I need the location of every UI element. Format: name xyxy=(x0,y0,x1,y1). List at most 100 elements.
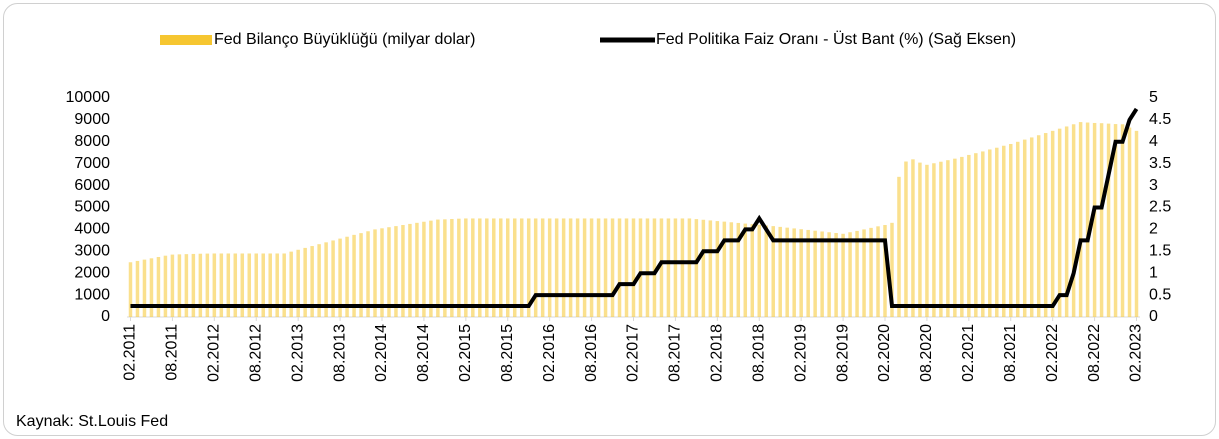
y2-tick-label: 3 xyxy=(1149,177,1158,194)
bar xyxy=(778,226,782,317)
bar xyxy=(163,255,168,317)
y2-tick-label: 4.5 xyxy=(1149,111,1171,128)
bar xyxy=(1022,139,1027,317)
legend-swatch xyxy=(160,35,212,45)
bar xyxy=(1050,130,1055,317)
bar xyxy=(352,234,356,317)
bar xyxy=(561,218,566,317)
bar xyxy=(247,253,252,317)
bar xyxy=(946,160,950,317)
bar xyxy=(261,253,265,317)
bar xyxy=(589,218,594,317)
bar xyxy=(387,227,391,317)
x-tick-label: 08.2015 xyxy=(499,324,516,382)
y2-tick-label: 3.5 xyxy=(1149,155,1171,172)
bar xyxy=(876,226,880,317)
bar xyxy=(575,218,580,317)
bar xyxy=(1057,128,1062,317)
x-tick-label: 02.2018 xyxy=(709,324,726,382)
bar xyxy=(925,164,929,317)
y-tick-label: 0 xyxy=(101,308,110,325)
bar xyxy=(205,253,210,317)
x-tick-label: 02.2023 xyxy=(1128,324,1145,382)
bar xyxy=(296,249,300,317)
bar xyxy=(198,253,203,317)
x-tick-label: 02.2016 xyxy=(541,324,558,382)
bar xyxy=(443,219,447,317)
bar xyxy=(785,227,789,317)
bar xyxy=(995,147,999,317)
bar xyxy=(645,218,650,317)
bar xyxy=(512,218,517,317)
bar xyxy=(394,226,398,317)
bar xyxy=(806,229,810,317)
bar xyxy=(310,246,314,317)
x-tick-label: 08.2021 xyxy=(1002,324,1019,382)
bar xyxy=(226,253,231,317)
bar xyxy=(722,221,727,317)
bar xyxy=(170,254,175,317)
bar xyxy=(282,253,286,317)
bar xyxy=(967,154,971,317)
bar xyxy=(855,230,859,317)
y-tick-label: 4000 xyxy=(74,221,110,238)
bar xyxy=(506,218,510,317)
bar xyxy=(540,218,545,317)
y-tick-label: 10000 xyxy=(66,89,111,106)
bar xyxy=(799,229,803,317)
bar xyxy=(771,226,775,317)
bar xyxy=(848,232,852,317)
legend-label: Fed Politika Faiz Oranı - Üst Bant (%) (… xyxy=(656,30,1016,48)
bar xyxy=(547,218,552,317)
bar xyxy=(673,218,678,317)
bar xyxy=(499,218,503,317)
bar xyxy=(715,221,720,317)
bar xyxy=(415,222,419,317)
bar xyxy=(757,224,761,317)
bar xyxy=(869,227,873,317)
bar xyxy=(904,161,908,317)
y-tick-label: 6000 xyxy=(74,177,110,194)
line xyxy=(130,107,1139,309)
y-tick-label: 3000 xyxy=(74,243,110,260)
x-tick-label: 02.2011 xyxy=(122,324,139,381)
bar xyxy=(764,225,768,317)
bar xyxy=(687,218,692,317)
bar xyxy=(827,232,831,317)
bar xyxy=(841,233,845,317)
y-tick-label: 5000 xyxy=(74,199,110,216)
legend-label: Fed Bilanço Büyüklüğü (milyar dolar) xyxy=(214,31,475,48)
bar xyxy=(792,228,796,317)
bar xyxy=(478,218,482,317)
bar xyxy=(436,219,440,317)
bar xyxy=(659,218,664,317)
bar xyxy=(862,229,866,317)
bar xyxy=(373,229,377,317)
bar xyxy=(988,149,992,317)
x-tick-label: 08.2017 xyxy=(667,324,684,382)
bar xyxy=(1015,141,1020,317)
bar xyxy=(149,258,154,317)
bar xyxy=(568,218,573,317)
bar xyxy=(554,218,559,317)
bar xyxy=(212,253,217,317)
bar xyxy=(526,218,531,317)
bar xyxy=(450,218,454,317)
bar xyxy=(1127,127,1132,317)
bar xyxy=(492,218,496,317)
bar xyxy=(890,222,894,317)
bar xyxy=(359,233,363,317)
bar xyxy=(156,256,161,317)
bar xyxy=(666,218,671,317)
x-tick-label: 08.2012 xyxy=(247,324,264,382)
y2-tick-label: 2 xyxy=(1149,221,1158,238)
bar xyxy=(624,218,629,317)
bar xyxy=(303,247,307,317)
bar xyxy=(184,254,189,317)
bar xyxy=(128,262,133,317)
bar xyxy=(708,220,713,317)
bar xyxy=(1120,124,1125,317)
bar xyxy=(275,253,279,317)
bar xyxy=(533,218,538,317)
